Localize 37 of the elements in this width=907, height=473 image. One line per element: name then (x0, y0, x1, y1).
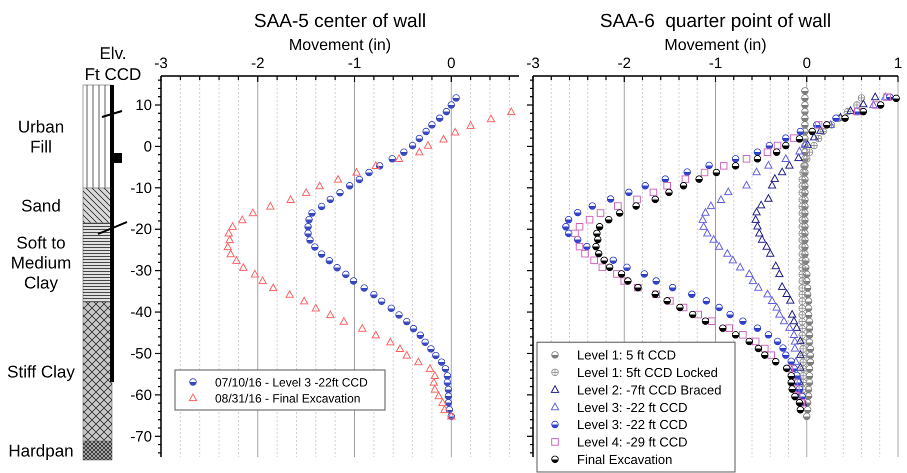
text: Sand (21, 196, 61, 216)
x-tick-label: -3 (526, 55, 540, 72)
legend-label: Level 1: 5ft CCD Locked (577, 364, 718, 380)
chart-title: SAA-6 quarter point of wall (600, 11, 832, 32)
y-tick-label: -30 (130, 262, 152, 280)
chart-title: SAA-5 center of wall (254, 11, 426, 32)
text: Urban Fill (18, 118, 64, 156)
x-tick-label: 1 (894, 55, 902, 72)
legend-label: Level 3: -22 ft CCD (577, 400, 688, 415)
x-tick-label: 0 (802, 55, 811, 72)
x-tick-label: -1 (348, 55, 362, 72)
x-tick-label: -1 (708, 55, 722, 72)
y-tick-label: -50 (130, 345, 152, 362)
x-tick-label: -3 (154, 55, 168, 72)
y-axis-title: Elv. Ft CCD (84, 44, 142, 84)
y-tick-label: -70 (130, 428, 152, 446)
legend-label: Final Excavation (577, 452, 672, 467)
y-tick-label: -60 (130, 386, 152, 404)
text: Stiff Clay (7, 362, 76, 382)
x-axis-title: Movement (in) (288, 37, 392, 54)
y-tick-label: -40 (130, 304, 152, 322)
legend-label: 07/10/16 - Level 3 -22ft CCD (215, 375, 368, 390)
y-tick-label: 0 (144, 138, 152, 156)
legend-label: 08/31/16 - Final Excavation (215, 391, 360, 406)
text: Hardpan (8, 442, 74, 460)
legend-label: Level 4: -29 ft CCD (577, 434, 688, 450)
legend-label: Level 3: -22 ft CCD (577, 417, 688, 432)
y-tick-label: 10 (135, 96, 152, 114)
x-tick-label: 0 (447, 55, 456, 72)
text: Soft to Medium Clay (10, 234, 72, 292)
y-tick-label: -10 (130, 180, 152, 197)
legend-label: Level 2: -7ft CCD Braced (577, 382, 722, 398)
legend-label: Level 1: 5 ft CCD (577, 348, 676, 363)
x-tick-label: -2 (251, 55, 264, 72)
x-axis-title: Movement (in) (664, 37, 767, 54)
y-tick-label: -20 (130, 221, 152, 238)
x-tick-label: -2 (618, 55, 631, 72)
